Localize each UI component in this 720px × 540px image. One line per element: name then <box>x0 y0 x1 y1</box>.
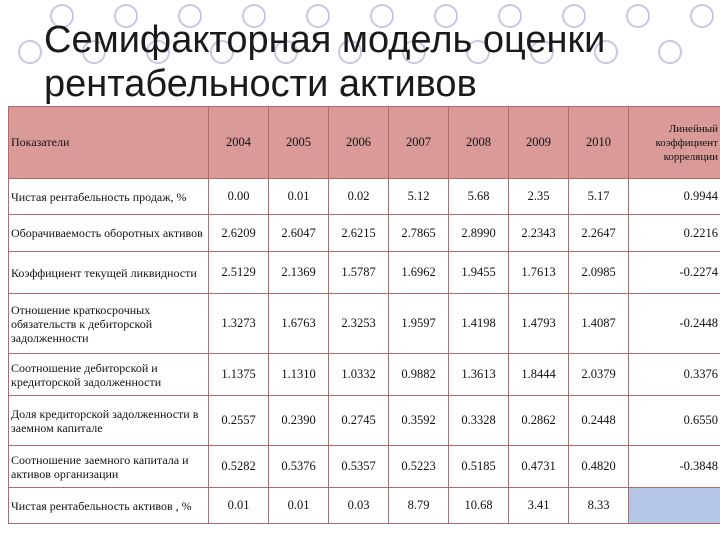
value-cell: 5.68 <box>448 178 509 215</box>
value-cell: 1.7613 <box>508 251 569 294</box>
row-label: Оборачиваемость оборотных активов <box>8 214 209 252</box>
year-header-2006: 2006 <box>328 106 389 179</box>
value-cell: 0.3592 <box>388 395 449 446</box>
value-cell: 1.6962 <box>388 251 449 294</box>
correlation-cell: 0.3376 <box>628 353 720 396</box>
value-cell: 2.8990 <box>448 214 509 252</box>
value-cell: 2.5129 <box>208 251 269 294</box>
value-cell: 0.2557 <box>208 395 269 446</box>
value-cell: 1.4198 <box>448 293 509 354</box>
row-label: Чистая рентабельность активов , % <box>8 487 209 524</box>
correlation-cell <box>628 487 720 524</box>
correlation-cell: 0.6550 <box>628 395 720 446</box>
table-row: Чистая рентабельность продаж, % 0.00 0.01 0… <box>8 178 720 215</box>
value-cell: 1.4087 <box>568 293 629 354</box>
data-table: Показатели 2004 2005 2006 2007 2008 2009… <box>8 106 720 524</box>
value-cell: 0.02 <box>328 178 389 215</box>
value-cell: 0.2745 <box>328 395 389 446</box>
indicator-header: Показатели <box>8 106 209 179</box>
value-cell: 0.01 <box>208 487 269 524</box>
value-cell: 5.17 <box>568 178 629 215</box>
value-cell: 0.01 <box>268 487 329 524</box>
correlation-cell: -0.2274 <box>628 251 720 294</box>
correlation-cell: -0.3848 <box>628 445 720 488</box>
value-cell: 1.1310 <box>268 353 329 396</box>
header-row: Показатели 2004 2005 2006 2007 2008 2009… <box>8 106 720 179</box>
value-cell: 2.3253 <box>328 293 389 354</box>
correlation-cell: -0.2448 <box>628 293 720 354</box>
row-label: Доля кредиторской задолженности в заемно… <box>8 395 209 446</box>
value-cell: 0.4731 <box>508 445 569 488</box>
value-cell: 0.5282 <box>208 445 269 488</box>
row-label: Чистая рентабельность продаж, % <box>8 178 209 215</box>
correlation-cell: 0.2216 <box>628 214 720 252</box>
value-cell: 1.5787 <box>328 251 389 294</box>
value-cell: 0.03 <box>328 487 389 524</box>
value-cell: 0.00 <box>208 178 269 215</box>
value-cell: 0.2862 <box>508 395 569 446</box>
correlation-header: Линейный коэффициент корреляции <box>628 106 720 179</box>
value-cell: 0.2448 <box>568 395 629 446</box>
table-row: Доля кредиторской задолженности в заемно… <box>8 395 720 446</box>
row-label: Отношение краткосрочных обязательств к д… <box>8 293 209 354</box>
value-cell: 0.01 <box>268 178 329 215</box>
table-row: Коэффициент текущей ликвидности 2.5129 2.1… <box>8 251 720 294</box>
value-cell: 2.6215 <box>328 214 389 252</box>
value-cell: 1.0332 <box>328 353 389 396</box>
year-header-2007: 2007 <box>388 106 449 179</box>
value-cell: 1.8444 <box>508 353 569 396</box>
year-header-2010: 2010 <box>568 106 629 179</box>
value-cell: 1.1375 <box>208 353 269 396</box>
row-label: Коэффициент текущей ликвидности <box>8 251 209 294</box>
value-cell: 2.7865 <box>388 214 449 252</box>
slide-title: Семифакторная модель оценки рентабельнос… <box>44 19 606 105</box>
value-cell: 0.5357 <box>328 445 389 488</box>
value-cell: 0.9882 <box>388 353 449 396</box>
year-header-2004: 2004 <box>208 106 269 179</box>
correlation-cell: 0.9944 <box>628 178 720 215</box>
value-cell: 2.2343 <box>508 214 569 252</box>
value-cell: 1.4793 <box>508 293 569 354</box>
value-cell: 8.33 <box>568 487 629 524</box>
table-body: Чистая рентабельность продаж, % 0.00 0.01 0… <box>8 178 720 524</box>
value-cell: 8.79 <box>388 487 449 524</box>
value-cell: 10.68 <box>448 487 509 524</box>
value-cell: 1.6763 <box>268 293 329 354</box>
value-cell: 0.5185 <box>448 445 509 488</box>
row-label: Соотношение заемного капитала и активов … <box>8 445 209 488</box>
value-cell: 0.5223 <box>388 445 449 488</box>
value-cell: 5.12 <box>388 178 449 215</box>
value-cell: 3.41 <box>508 487 569 524</box>
table-row: Отношение краткосрочных обязательств к д… <box>8 293 720 354</box>
value-cell: 2.1369 <box>268 251 329 294</box>
year-header-2005: 2005 <box>268 106 329 179</box>
year-header-2008: 2008 <box>448 106 509 179</box>
value-cell: 2.0985 <box>568 251 629 294</box>
value-cell: 1.9597 <box>388 293 449 354</box>
table-row: Соотношение заемного капитала и активов … <box>8 445 720 488</box>
value-cell: 1.9455 <box>448 251 509 294</box>
table-row: Соотношение дебиторской и кредиторской з… <box>8 353 720 396</box>
row-label: Соотношение дебиторской и кредиторской з… <box>8 353 209 396</box>
value-cell: 2.6047 <box>268 214 329 252</box>
value-cell: 1.3273 <box>208 293 269 354</box>
table-row: Чистая рентабельность активов , % 0.01 0.0… <box>8 487 720 524</box>
table-row: Оборачиваемость оборотных активов 2.6209 2… <box>8 214 720 252</box>
value-cell: 0.3328 <box>448 395 509 446</box>
value-cell: 2.35 <box>508 178 569 215</box>
value-cell: 0.2390 <box>268 395 329 446</box>
value-cell: 0.4820 <box>568 445 629 488</box>
decorative-circles <box>18 0 718 110</box>
value-cell: 2.6209 <box>208 214 269 252</box>
value-cell: 0.5376 <box>268 445 329 488</box>
year-header-2009: 2009 <box>508 106 569 179</box>
value-cell: 2.0379 <box>568 353 629 396</box>
value-cell: 2.2647 <box>568 214 629 252</box>
value-cell: 1.3613 <box>448 353 509 396</box>
